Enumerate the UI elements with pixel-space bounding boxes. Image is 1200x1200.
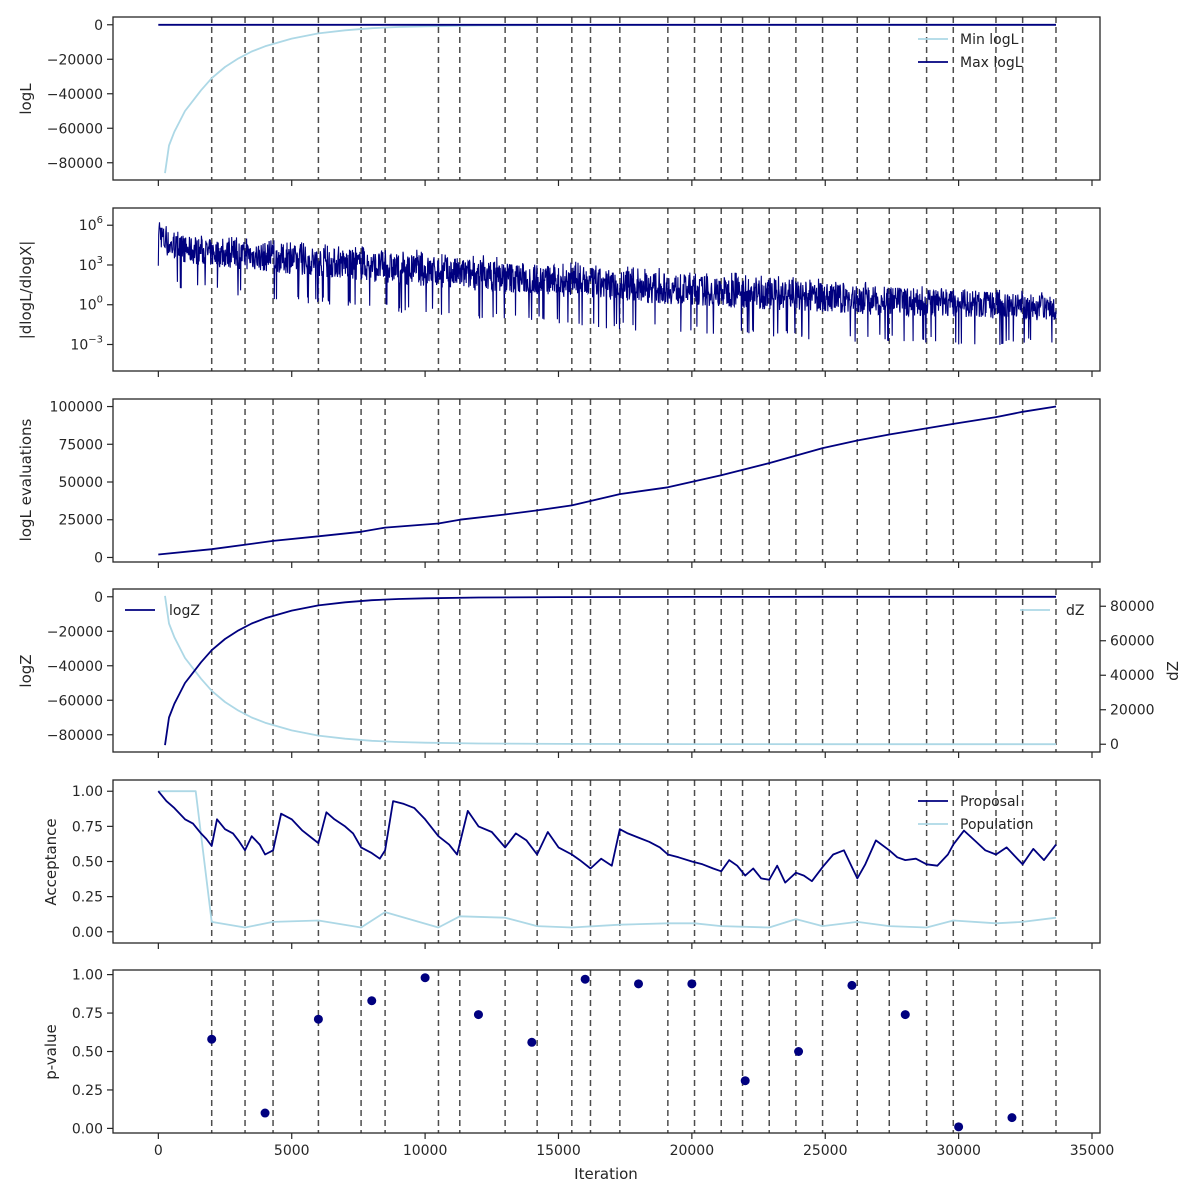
y-tick-label: 1.00	[72, 968, 103, 984]
y-tick-label: 0	[94, 550, 103, 566]
pvalue-point	[527, 1037, 537, 1047]
x-tick-label: 10000	[403, 1143, 448, 1159]
y-tick-label: −80000	[47, 728, 103, 744]
y2-tick-label: 20000	[1110, 703, 1155, 719]
y-tick-label: 10−3	[70, 334, 103, 353]
pvalue-point	[900, 1010, 910, 1020]
legend-label: Population	[960, 817, 1034, 833]
pvalue-point	[794, 1047, 804, 1056]
pvalue-point	[1007, 1113, 1017, 1123]
y2-tick-label: 80000	[1110, 599, 1155, 615]
pvalue-point	[847, 980, 857, 990]
ylabel-pvalue: p-value	[42, 1024, 60, 1080]
y-tick-label: 103	[79, 255, 103, 274]
y2-tick-label: 0	[1110, 737, 1119, 753]
y-tick-label: 106	[79, 215, 103, 234]
y-tick-label: 0.50	[72, 855, 103, 871]
y-tick-label: 50000	[58, 475, 103, 491]
pvalue-point	[740, 1076, 750, 1086]
y-tick-label: −20000	[47, 624, 103, 640]
pvalue-point	[420, 973, 430, 983]
x-tick-label: 25000	[803, 1143, 848, 1159]
y-tick-label: −40000	[47, 87, 103, 103]
y-tick-label: −80000	[47, 156, 103, 172]
ylabel-logz: logZ	[17, 654, 35, 687]
x-tick-label: 5000	[274, 1143, 310, 1159]
panel-dlogl-dlogx	[112, 207, 1101, 372]
y-tick-label: 0.50	[72, 1045, 103, 1061]
ylabel-dlogl-dlogx: |dlogL/dlogX|	[17, 241, 35, 340]
x-tick-label: 15000	[536, 1143, 581, 1159]
y2-tick-label: 60000	[1110, 634, 1155, 650]
legend-label: Min logL	[960, 32, 1019, 48]
pvalue-point	[473, 1010, 483, 1020]
pvalue-point	[687, 979, 697, 989]
pvalue-point	[580, 974, 590, 984]
y-tick-label: 0.25	[72, 890, 103, 906]
ylabel-dz: dZ	[1164, 661, 1182, 681]
x-tick-label: 20000	[670, 1143, 715, 1159]
series-logl-evaluations	[158, 405, 1057, 556]
pvalue-point	[313, 1014, 323, 1024]
xlabel-iteration: Iteration	[574, 1165, 638, 1183]
y-tick-label: −60000	[47, 693, 103, 709]
pvalue-point	[207, 1034, 217, 1044]
y-tick-label: 0.00	[72, 1121, 103, 1137]
pvalue-point	[954, 1122, 964, 1132]
x-tick-label: 0	[154, 1143, 163, 1159]
y-tick-label: 1.00	[72, 784, 103, 800]
pvalue-point	[367, 996, 377, 1006]
y-tick-label: 75000	[58, 437, 103, 453]
x-tick-label: 35000	[1070, 1143, 1115, 1159]
y-tick-label: 25000	[58, 513, 103, 529]
series-population	[158, 790, 1057, 929]
panel-logz	[112, 588, 1101, 753]
ylabel-evals: logL evaluations	[17, 418, 35, 541]
panel-logl-evaluations	[112, 398, 1101, 563]
ylabel-logl: logL	[17, 83, 35, 115]
legend-label: Max logL	[960, 55, 1023, 71]
y-tick-label: −60000	[47, 121, 103, 137]
y-tick-label: 0	[94, 590, 103, 606]
y-tick-label: 100000	[50, 400, 103, 416]
x-tick-label: 30000	[936, 1143, 981, 1159]
ylabel-acceptance: Acceptance	[42, 818, 60, 905]
panel-pvalue	[112, 969, 1101, 1134]
y-tick-label: −20000	[47, 52, 103, 68]
series-logz	[164, 595, 1056, 746]
y-tick-label: 0.00	[72, 925, 103, 941]
pvalue-point	[634, 979, 644, 989]
pvalue-point	[260, 1108, 270, 1118]
y2-tick-label: 40000	[1110, 668, 1155, 684]
series-proposal	[157, 790, 1057, 884]
legend-label: logZ	[169, 603, 200, 619]
y-tick-label: 0.75	[72, 1006, 103, 1022]
y-tick-label: 100	[79, 295, 103, 314]
legend-label: dZ	[1066, 603, 1084, 619]
y-tick-label: 0.75	[72, 819, 103, 835]
y-tick-label: −40000	[47, 659, 103, 675]
series-dlogl-dlogx	[157, 222, 1057, 345]
legend-label: Proposal	[960, 794, 1019, 810]
y-tick-label: 0	[94, 18, 103, 34]
y-tick-label: 0.25	[72, 1083, 103, 1099]
series-min-logl	[164, 23, 1056, 174]
panel-logl	[112, 16, 1101, 181]
series-dz	[164, 595, 1056, 746]
